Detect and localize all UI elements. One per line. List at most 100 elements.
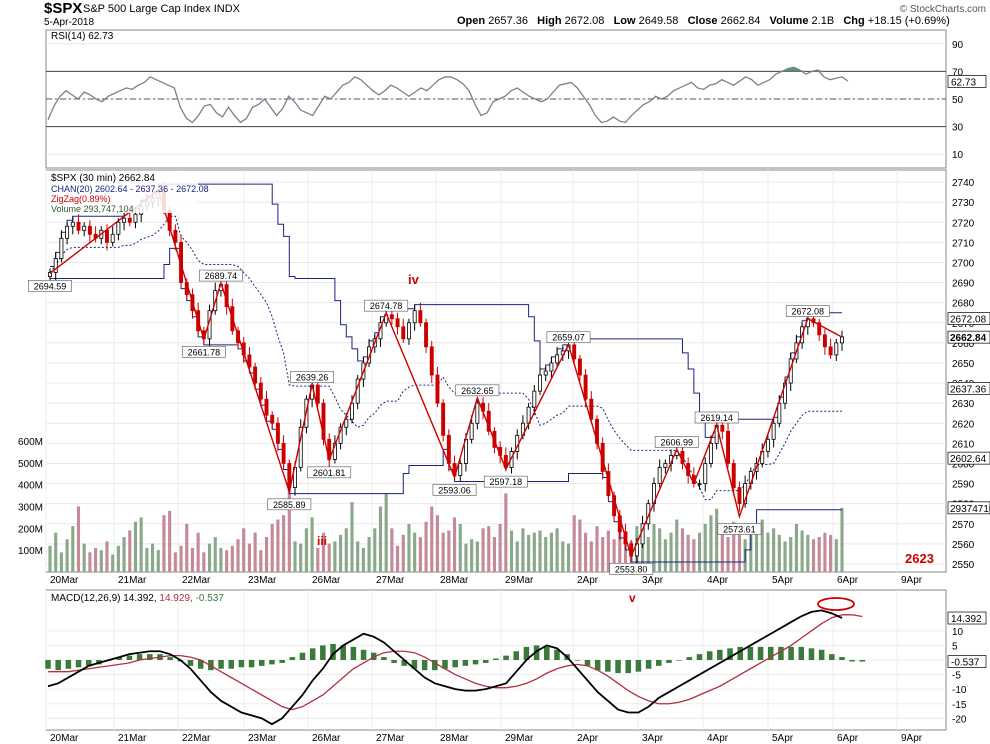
volume-bar <box>641 532 645 572</box>
macd-histogram-bar <box>381 657 387 660</box>
volume-bar <box>800 530 804 572</box>
candle-body <box>600 442 605 472</box>
pivot-label-box <box>455 384 500 397</box>
candle-body <box>82 225 87 231</box>
volume-bar <box>749 534 753 572</box>
candle-body <box>65 225 70 239</box>
legend-volume: Volume 293,747,104 <box>51 204 134 214</box>
candle-body <box>663 463 668 468</box>
pivot-label-text: 2619.14 <box>700 413 733 423</box>
price-candle <box>270 411 275 430</box>
volume-bar <box>538 530 542 572</box>
price-candle <box>771 417 776 448</box>
price-candle <box>828 338 833 359</box>
price-candle <box>532 385 537 416</box>
price-candle <box>822 328 827 355</box>
volume-bar <box>669 532 673 572</box>
volume-bar <box>777 534 781 572</box>
volume-bar <box>515 541 519 572</box>
macd-legend: MACD(12,26,9) 14.392, 14.929, -0.537 <box>51 593 224 604</box>
candle-body <box>532 390 537 408</box>
candle-body <box>275 422 280 444</box>
price-candle <box>59 230 64 263</box>
volume-bar <box>658 528 662 572</box>
wave-iii-label: iii <box>317 534 327 548</box>
macd-histogram-bar <box>503 655 509 660</box>
macd-histogram-bar <box>401 660 408 666</box>
wave-v-label: v <box>629 591 636 605</box>
price-candle <box>834 338 839 361</box>
candle-body <box>703 463 708 484</box>
candle-body <box>395 318 400 328</box>
candle-body <box>258 382 263 400</box>
price-x-label: 27Mar <box>376 575 405 586</box>
price-tick-label: 2560 <box>952 540 975 551</box>
macd-histogram-bar <box>706 651 713 660</box>
macd-histogram-bar <box>258 660 265 666</box>
volume-value-box <box>947 501 990 515</box>
volume-bar <box>202 552 206 572</box>
price-x-label: 23Mar <box>248 575 277 586</box>
macd-histogram-bar <box>635 660 642 672</box>
price-tick-label: 2720 <box>952 218 975 229</box>
pivot-label-box <box>694 411 739 424</box>
volume-bar <box>327 543 331 572</box>
legend-bg <box>48 171 198 213</box>
volume-bar <box>766 532 770 572</box>
pivot-label-box <box>290 371 335 383</box>
macd-histogram-bar <box>238 660 245 668</box>
macd-histogram-bar <box>482 660 489 663</box>
macd-x-label: 3Apr <box>642 733 664 744</box>
pivot-label-text: 2597.18 <box>490 477 523 487</box>
price-x-label: 26Mar <box>312 575 341 586</box>
volume-bar <box>76 506 81 572</box>
price-candle <box>70 216 75 235</box>
price-candle <box>253 362 258 390</box>
macd-histogram-bar <box>666 660 672 663</box>
volume-bar <box>316 547 320 572</box>
macd-x-label: 4Apr <box>707 733 729 744</box>
price-candle <box>53 252 58 281</box>
pivot-price-label: 2585.89 <box>267 498 312 511</box>
candle-body <box>583 374 588 400</box>
rsi-panel: 90 70 50 30 10 RSI(14) 62.73 62.73 <box>45 29 987 169</box>
price-x-label: 3Apr <box>642 575 664 586</box>
macd-histogram-bar <box>289 657 296 660</box>
volume-bar <box>646 537 650 572</box>
candle-body <box>435 374 440 404</box>
macd-tick-label: -20 <box>952 714 967 725</box>
candle-body <box>76 221 81 231</box>
volume-tick-label: 600M <box>18 437 43 448</box>
candle-body <box>737 487 742 505</box>
volume-bar <box>168 510 172 572</box>
volume-bar <box>418 537 422 572</box>
pivot-label-text: 2659.07 <box>552 333 585 343</box>
macd-histogram-bar <box>309 648 316 660</box>
macd-line <box>47 609 843 726</box>
price-tick-label: 2610 <box>952 439 975 450</box>
volume-bar <box>601 537 605 572</box>
volume-bar <box>150 543 155 572</box>
volume-bar <box>458 523 462 572</box>
pivot-price-label: 2689.74 <box>199 269 243 282</box>
pivot-price-label: 2619.14 <box>694 411 739 424</box>
pivot-price-label: 2606.99 <box>654 436 699 448</box>
volume-bar <box>264 537 269 572</box>
candle-body <box>555 354 560 364</box>
macd-histogram-bar <box>605 660 611 672</box>
volume-bar <box>498 523 502 572</box>
volume-bar <box>623 534 628 572</box>
volume-bar <box>207 543 212 572</box>
volume-bar <box>133 521 138 572</box>
volume-bar <box>356 541 360 572</box>
volume-bar <box>59 552 63 572</box>
macd-panel: 1050-5-10-15-2020Mar21Mar22Mar23Mar26Mar… <box>45 589 987 744</box>
index-name: S&P 500 Large Cap Index INDX <box>83 3 240 15</box>
volume-bar <box>128 530 132 572</box>
macd-histogram-bar <box>574 660 581 661</box>
price-candle <box>281 435 286 468</box>
macd-histogram-bar <box>625 660 632 674</box>
price-tick-label: 2700 <box>952 258 975 269</box>
candle-body <box>122 217 127 223</box>
macd-value-box <box>947 655 987 668</box>
